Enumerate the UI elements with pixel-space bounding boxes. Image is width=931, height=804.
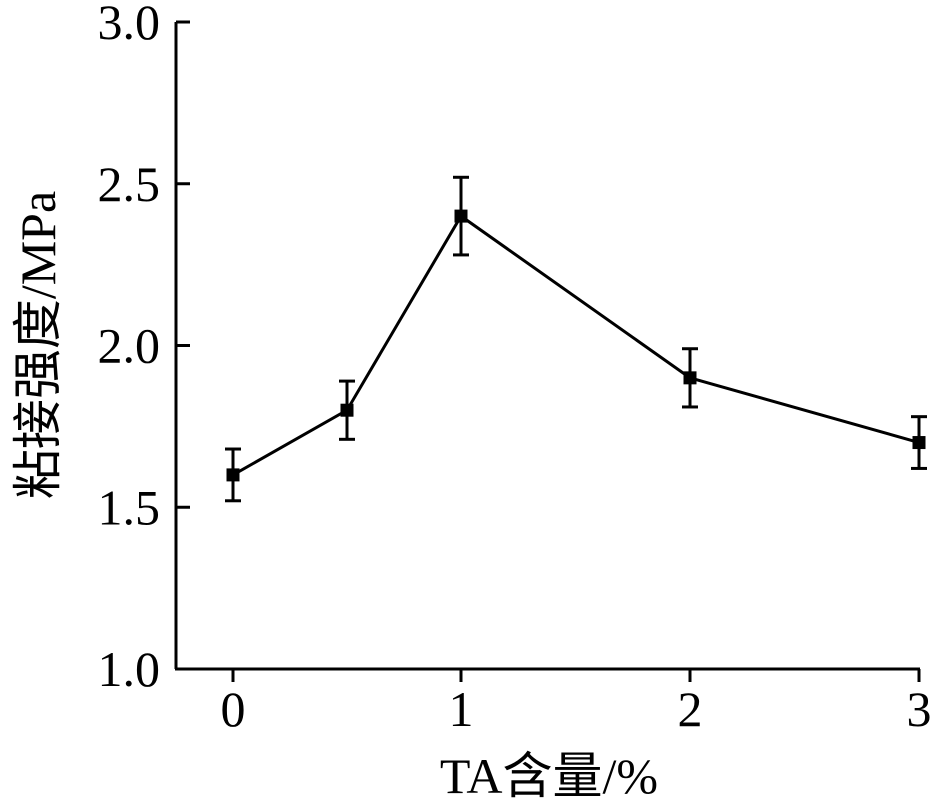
- y-tick-label: 3.0: [98, 0, 161, 50]
- y-ticks: 1.0 1.5 2.0 2.5 3.0: [98, 0, 190, 697]
- series-group: [225, 175, 927, 503]
- x-axis-title: TA含量/%: [440, 748, 658, 804]
- series-line: [232, 213, 920, 477]
- data-point-marker: [912, 436, 926, 450]
- x-tick-label: 3: [907, 681, 931, 737]
- y-tick-label: 2.5: [98, 156, 161, 212]
- y-tick-label: 1.5: [98, 479, 161, 535]
- y-axis-title: 粘接强度/MPa: [10, 191, 66, 499]
- y-tick-label: 1.0: [98, 641, 161, 697]
- x-ticks: 0 1 2 3: [221, 669, 931, 737]
- data-point-marker: [454, 209, 468, 223]
- data-point-marker: [683, 371, 697, 385]
- x-tick-label: 1: [449, 681, 474, 737]
- data-point-marker: [340, 403, 354, 417]
- y-tick-label: 2.0: [98, 318, 161, 374]
- x-tick-label: 2: [678, 681, 703, 737]
- data-point-marker: [226, 468, 240, 482]
- x-tick-label: 0: [221, 681, 246, 737]
